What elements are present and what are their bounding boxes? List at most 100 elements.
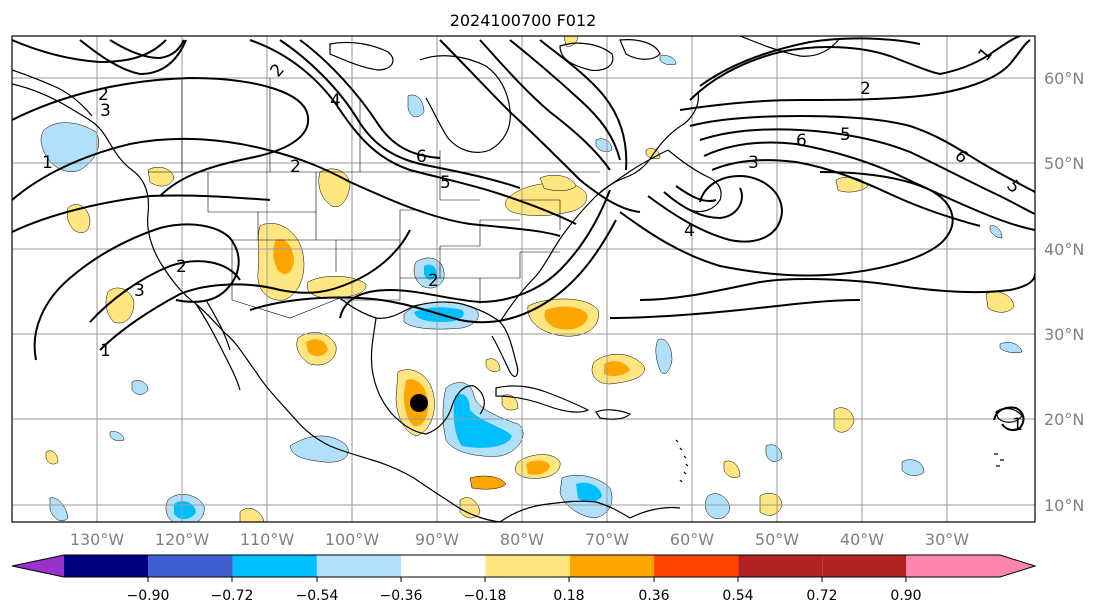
contour-label: 2	[98, 85, 109, 105]
contour-label: 5	[440, 173, 451, 193]
colorbar-segment	[316, 555, 402, 577]
lon-label: 130°W	[70, 530, 125, 549]
contour-label: 1	[1012, 415, 1023, 435]
colorbar-label: −0.54	[296, 588, 339, 604]
map-body: 2 2 6 5 6 3 4 5 2 1 6 2 3 1 1 5 4 2 3 2 …	[12, 36, 1035, 522]
lon-label: 80°W	[500, 530, 544, 549]
lat-label: 60°N	[1044, 69, 1084, 88]
shade-negative	[655, 338, 673, 374]
contour-label: 4	[330, 91, 341, 111]
shade-positive	[45, 450, 59, 465]
lat-label: 50°N	[1044, 154, 1084, 173]
contour-label: 6	[796, 131, 807, 151]
shade-negative	[659, 55, 677, 66]
shade-negative-strong	[424, 264, 437, 280]
shade-positive-strong	[604, 361, 630, 377]
map-frame	[11, 35, 1036, 523]
lon-label: 100°W	[325, 530, 380, 549]
colorbar-label: −0.36	[380, 588, 423, 604]
latitude-labels: 60°N 50°N 40°N 30°N 20°N 10°N	[1044, 69, 1084, 515]
contour-label: 5	[840, 125, 851, 145]
contour-label: 1	[100, 341, 111, 361]
lat-label: 10°N	[1044, 496, 1084, 515]
lat-label: 40°N	[1044, 240, 1084, 259]
colorbar-label: 0.36	[638, 588, 669, 604]
shade-negative-strong	[453, 393, 512, 448]
shade-negative	[109, 431, 125, 442]
lon-label: 120°W	[155, 530, 210, 549]
height-contours	[12, 36, 1035, 432]
colorbar-extend-low	[12, 555, 64, 577]
shade-negative-strong	[576, 482, 602, 503]
colorbar: −0.90 −0.72 −0.54 −0.36 −0.18 0.18 0.36 …	[11, 554, 1037, 604]
colorbar-segment	[232, 555, 317, 577]
shade-negative-strong	[174, 501, 196, 520]
colorbar-segment	[485, 555, 570, 577]
shade-positive	[469, 475, 507, 490]
lon-label: 90°W	[415, 530, 459, 549]
map-background	[12, 36, 1035, 522]
shade-positive	[501, 394, 519, 411]
lon-label: 70°W	[585, 530, 629, 549]
shade-negative	[407, 94, 425, 118]
storm-center-marker	[410, 394, 428, 412]
shade-negative	[705, 493, 731, 519]
colorbar-segment	[64, 555, 149, 577]
colorbar-extend-high	[906, 555, 1035, 577]
contour-label: 1	[42, 153, 53, 173]
colorbar-label: 0.72	[806, 588, 837, 604]
lon-label: 30°W	[925, 530, 969, 549]
shade-positive	[485, 358, 501, 372]
contour-label: 2	[290, 157, 301, 177]
colorbar-segment	[822, 555, 906, 577]
shade-positive-strong	[273, 239, 294, 275]
contour-label: 3	[134, 281, 145, 301]
contour-label: 2	[860, 79, 871, 99]
coastlines	[12, 36, 1023, 522]
colorbar-outline	[11, 554, 1037, 578]
shade-negative	[40, 122, 100, 172]
colorbar-segment	[148, 555, 233, 577]
colorbar-segment	[569, 555, 655, 577]
shade-negative	[131, 380, 149, 395]
lon-label: 60°W	[670, 530, 714, 549]
shade-positive	[67, 204, 91, 233]
colorbar-label: 0.90	[890, 588, 921, 604]
contour-label: 3	[748, 153, 759, 173]
lat-label: 30°N	[1044, 325, 1084, 344]
shade-positive	[539, 175, 577, 191]
figure-title: 2024100700 F012	[450, 11, 597, 30]
shade-negative	[999, 342, 1023, 354]
lon-label: 50°W	[755, 530, 799, 549]
colorbar-label: −0.18	[464, 588, 507, 604]
colorbar-label: −0.90	[127, 588, 170, 604]
shade-positive	[459, 497, 481, 519]
colorbar-segment	[654, 555, 739, 577]
shade-negative	[989, 225, 1003, 239]
shade-negative	[49, 497, 69, 521]
shade-positive-strong	[526, 460, 550, 475]
graticule	[12, 36, 1035, 522]
shade-positive-strong	[544, 306, 588, 330]
lon-label: 40°W	[840, 530, 884, 549]
shade-positive	[105, 287, 135, 324]
lon-label: 110°W	[240, 530, 295, 549]
longitude-labels: 130°W 120°W 110°W 100°W 90°W 80°W 70°W 6…	[70, 530, 969, 549]
lat-label: 20°N	[1044, 410, 1084, 429]
colorbar-label: 0.54	[722, 588, 753, 604]
contour-label: 2	[428, 271, 439, 291]
contour-label: 2	[176, 257, 187, 277]
contour-label: 6	[416, 147, 427, 167]
shade-negative	[765, 444, 783, 462]
contour-label: 4	[684, 221, 695, 241]
shade-negative	[901, 459, 925, 476]
contour-label: 3	[100, 101, 111, 121]
colorbar-segment	[738, 555, 823, 577]
shade-positive-strong	[306, 339, 328, 357]
political-borders	[148, 78, 600, 319]
shade-negative	[289, 435, 349, 463]
shade-positive	[833, 407, 855, 433]
shade-positive	[239, 508, 265, 522]
colorbar-label: 0.18	[553, 588, 584, 604]
